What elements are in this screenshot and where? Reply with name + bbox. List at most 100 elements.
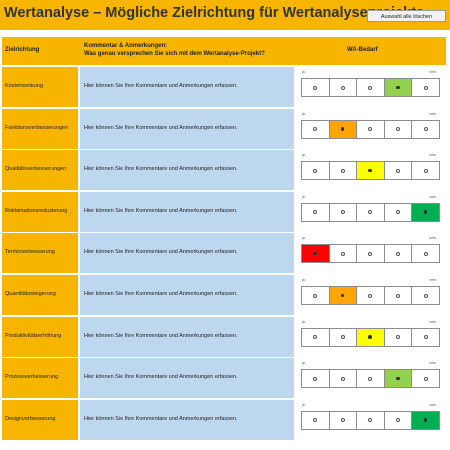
radio-button[interactable] (396, 127, 401, 132)
rating-option-2[interactable] (330, 328, 358, 346)
radio-button[interactable] (340, 418, 345, 423)
comment-input[interactable]: Hier können Sie Ihre Kommentare und Anme… (80, 275, 294, 315)
radio-button[interactable] (313, 210, 318, 215)
rating-option-3[interactable] (357, 411, 385, 429)
clear-all-selections-button[interactable]: Auswahl alle löschen (367, 10, 446, 22)
comment-input[interactable]: Hier können Sie Ihre Kommentare und Anme… (80, 233, 294, 274)
radio-button[interactable] (396, 85, 400, 89)
rating-option-4[interactable] (385, 162, 413, 180)
radio-button[interactable] (313, 168, 318, 173)
radio-button[interactable] (340, 127, 345, 131)
radio-button[interactable] (396, 335, 401, 340)
comment-input[interactable]: Hier können Sie Ihre Kommentare und Anme… (80, 67, 294, 107)
rating-option-5[interactable] (412, 121, 439, 138)
radio-button[interactable] (423, 418, 428, 422)
rating-option-3[interactable] (357, 245, 385, 263)
rating-option-4[interactable] (385, 203, 413, 221)
radio-button[interactable] (396, 168, 401, 173)
rating-option-2[interactable] (330, 162, 358, 180)
radio-button[interactable] (368, 335, 372, 339)
rating-option-1[interactable] (302, 203, 330, 221)
radio-button[interactable] (313, 127, 318, 132)
radio-button[interactable] (368, 418, 373, 423)
rating-option-5[interactable] (412, 287, 439, 304)
rating-option-5[interactable] (412, 203, 439, 221)
radio-button[interactable] (313, 251, 317, 256)
radio-button[interactable] (368, 127, 373, 132)
rating-option-4[interactable] (385, 287, 413, 304)
comment-input[interactable]: Hier können Sie Ihre Kommentare und Anme… (80, 108, 294, 149)
radio-button[interactable] (313, 376, 318, 381)
radio-button[interactable] (368, 376, 373, 381)
radio-button[interactable] (368, 168, 372, 173)
rating-option-4[interactable] (385, 411, 413, 429)
rating-option-3[interactable] (357, 287, 385, 304)
rating-option-1[interactable] (302, 162, 330, 180)
radio-button[interactable] (368, 251, 373, 256)
rating-option-5[interactable] (412, 411, 439, 429)
rating-option-4[interactable] (384, 79, 413, 96)
rating-option-3[interactable] (357, 120, 385, 138)
radio-button[interactable] (423, 168, 428, 173)
radio-button[interactable] (423, 376, 428, 381)
rating-option-3[interactable] (357, 162, 385, 180)
radio-button[interactable] (368, 293, 373, 298)
rating-option-1[interactable] (302, 79, 330, 96)
rating-option-3[interactable] (357, 203, 385, 221)
rating-option-2[interactable] (330, 370, 358, 388)
rating-option-1[interactable] (302, 245, 330, 263)
radio-button[interactable] (396, 251, 401, 256)
rating-option-3[interactable] (357, 328, 385, 346)
radio-button[interactable] (340, 376, 345, 381)
rating-option-5[interactable] (412, 162, 439, 179)
rating-option-2[interactable] (330, 411, 358, 429)
rating-option-2[interactable] (329, 120, 358, 138)
rating-option-1[interactable] (302, 411, 330, 429)
radio-button[interactable] (340, 168, 345, 173)
radio-button[interactable] (313, 293, 318, 298)
rating-option-5[interactable] (412, 370, 439, 387)
radio-button[interactable] (368, 85, 373, 90)
rating-option-2[interactable] (329, 287, 358, 304)
radio-button[interactable] (340, 210, 345, 215)
rating-option-4[interactable] (385, 245, 413, 263)
comment-input[interactable]: Hier können Sie Ihre Kommentare und Anme… (80, 191, 294, 232)
radio-button[interactable] (396, 210, 401, 215)
radio-button[interactable] (423, 127, 428, 132)
comment-input[interactable]: Hier können Sie Ihre Kommentare und Anme… (80, 316, 294, 357)
rating-option-4[interactable] (385, 328, 413, 346)
rating-option-1[interactable] (302, 328, 330, 346)
radio-button[interactable] (396, 418, 401, 423)
comment-input[interactable]: Hier können Sie Ihre Kommentare und Anme… (80, 358, 294, 399)
comment-input[interactable]: Hier können Sie Ihre Kommentare und Anme… (80, 399, 294, 440)
radio-button[interactable] (423, 293, 428, 298)
radio-button[interactable] (340, 293, 345, 297)
rating-option-5[interactable] (412, 329, 439, 346)
rating-option-1[interactable] (302, 370, 330, 388)
rating-option-3[interactable] (357, 79, 385, 96)
radio-button[interactable] (340, 85, 345, 90)
rating-option-1[interactable] (302, 287, 330, 304)
rating-option-2[interactable] (330, 79, 358, 96)
rating-option-3[interactable] (357, 370, 385, 388)
radio-button[interactable] (340, 335, 345, 340)
radio-button[interactable] (423, 85, 428, 90)
rating-option-2[interactable] (330, 245, 358, 263)
rating-option-5[interactable] (412, 245, 439, 262)
rating-option-4[interactable] (384, 370, 413, 388)
rating-option-1[interactable] (302, 120, 330, 138)
rating-option-5[interactable] (412, 79, 439, 96)
radio-button[interactable] (313, 418, 318, 423)
radio-button[interactable] (423, 335, 428, 340)
radio-button[interactable] (368, 210, 373, 215)
rating-option-4[interactable] (385, 120, 413, 138)
radio-button[interactable] (423, 210, 428, 214)
radio-button[interactable] (313, 335, 318, 340)
radio-button[interactable] (396, 293, 401, 298)
radio-button[interactable] (340, 251, 345, 256)
radio-button[interactable] (313, 85, 318, 90)
radio-button[interactable] (396, 376, 400, 381)
radio-button[interactable] (423, 251, 428, 256)
comment-input[interactable]: Hier können Sie Ihre Kommentare und Anme… (80, 150, 294, 191)
rating-option-2[interactable] (330, 203, 358, 221)
